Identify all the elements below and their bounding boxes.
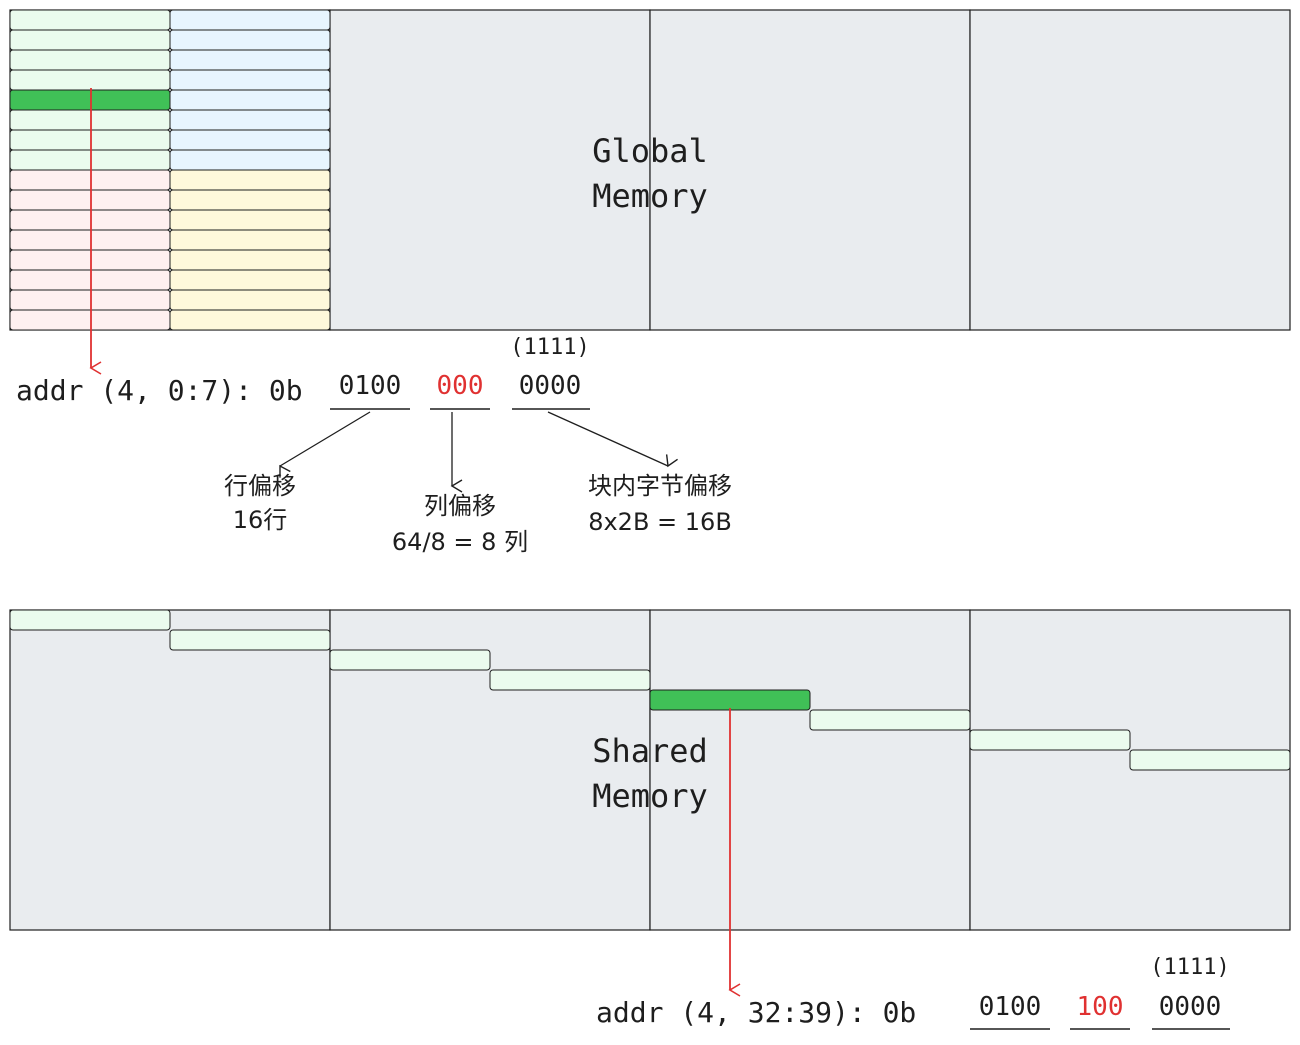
shared-memory-panel: Shared Memory <box>9 609 1291 931</box>
byte-offset-title: 块内字节偏移 <box>588 472 732 500</box>
shared-memory-block-3 <box>649 609 971 931</box>
global-cell <box>169 169 331 191</box>
shared-address: addr (4, 32:39): 0b 0100 100 (1111) 0000 <box>596 955 1230 1030</box>
global-cell <box>169 189 331 211</box>
row-offset-value: 16行 <box>233 506 288 534</box>
global-cell <box>9 269 171 291</box>
col-offset-value: 64/8 = 8 列 <box>392 528 528 556</box>
shared-address-prefix: addr (4, 32:39): 0b <box>596 996 916 1029</box>
global-cell <box>9 129 171 151</box>
global-cell <box>169 229 331 251</box>
global-cell <box>169 269 331 291</box>
global-address: addr (4, 0:7): 0b 0100 000 (1111) 0000 <box>16 335 590 410</box>
global-cell <box>169 29 331 51</box>
col-offset-annotation: 列偏移 64/8 = 8 列 <box>392 492 528 556</box>
shared-memory-label-line2: Memory <box>592 777 708 815</box>
byte-offset-value: 8x2B = 16B <box>588 508 732 536</box>
global-cell <box>9 249 171 271</box>
shared-col-bits: 100 <box>1077 992 1124 1022</box>
global-cell <box>169 149 331 171</box>
global-memory-label-line2: Memory <box>592 177 708 215</box>
shared-cell <box>329 649 491 671</box>
row-offset-annotation: 行偏移 16行 <box>224 472 296 534</box>
shared-cell <box>489 669 651 691</box>
global-cell <box>169 89 331 111</box>
shared-memory-block-1 <box>9 609 331 931</box>
global-cell <box>169 109 331 131</box>
global-cell <box>169 129 331 151</box>
global-cell <box>9 229 171 251</box>
shared-cell <box>169 629 331 651</box>
shared-memory-cells <box>9 609 1291 771</box>
shared-cell <box>809 709 971 731</box>
shared-memory-label-line1: Shared <box>592 732 708 770</box>
row-offset-arrow <box>279 411 371 478</box>
global-cell <box>9 149 171 171</box>
global-row-bits: 0100 <box>339 371 402 401</box>
global-byte-bits-note: (1111) <box>510 335 589 360</box>
global-memory-label-line1: Global <box>592 132 708 170</box>
global-cell <box>169 209 331 231</box>
global-cell <box>9 109 171 131</box>
global-cell <box>9 209 171 231</box>
global-cell <box>9 49 171 71</box>
row-offset-title: 行偏移 <box>224 472 296 500</box>
global-cell <box>9 289 171 311</box>
shared-byte-bits-note: (1111) <box>1150 955 1229 980</box>
byte-offset-arrow <box>547 411 678 468</box>
global-memory-block-3 <box>649 9 971 331</box>
global-memory-row-grid <box>9 9 331 331</box>
global-cell <box>9 189 171 211</box>
col-offset-title: 列偏移 <box>424 492 496 520</box>
global-cell <box>169 69 331 91</box>
shared-row-bits: 0100 <box>979 992 1042 1022</box>
global-col-bits: 000 <box>437 371 484 401</box>
global-cell <box>9 69 171 91</box>
global-cell <box>169 289 331 311</box>
global-memory-panel: Global Memory <box>9 9 1291 331</box>
global-cell <box>169 49 331 71</box>
global-byte-bits: 0000 <box>519 371 582 401</box>
global-cell <box>169 309 331 331</box>
global-cell <box>169 9 331 31</box>
global-cell <box>9 169 171 191</box>
byte-offset-annotation: 块内字节偏移 8x2B = 16B <box>588 472 732 536</box>
global-cell <box>169 249 331 271</box>
global-address-prefix: addr (4, 0:7): 0b <box>16 374 303 407</box>
shared-cell <box>9 609 171 631</box>
global-cell <box>9 29 171 51</box>
global-cell <box>9 309 171 331</box>
shared-highlight-cell <box>649 689 811 711</box>
global-memory-block-4 <box>969 9 1291 331</box>
shared-cell <box>969 729 1131 751</box>
global-memory-block-2 <box>329 9 651 331</box>
shared-byte-bits: 0000 <box>1159 992 1222 1022</box>
shared-cell <box>1129 749 1291 771</box>
global-cell <box>9 9 171 31</box>
global-highlight-cell <box>9 89 171 111</box>
